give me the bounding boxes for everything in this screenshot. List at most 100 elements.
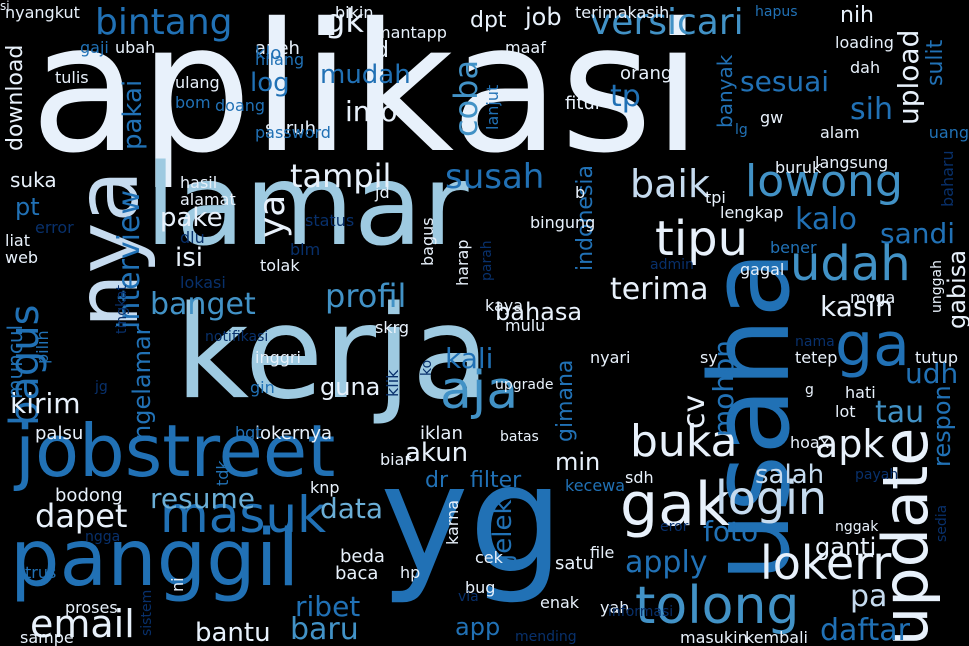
cloud-word: lokerr	[760, 536, 892, 590]
cloud-word: isi	[175, 243, 203, 273]
cloud-word: bikin	[335, 3, 374, 22]
cloud-word: bantu	[195, 618, 271, 646]
cloud-word: enak	[540, 593, 580, 612]
cloud-word: upload	[892, 29, 925, 126]
cloud-word: foto	[703, 515, 759, 548]
cloud-word: kembali	[745, 628, 808, 646]
cloud-word: moga	[850, 288, 896, 307]
cloud-word: terimakasih	[575, 3, 670, 22]
cloud-word: log	[250, 68, 290, 98]
cloud-word: versicari	[590, 2, 744, 43]
cloud-word: daftar	[820, 613, 910, 646]
cloud-word: mudah	[320, 60, 411, 90]
cloud-word: apk	[815, 422, 885, 466]
cloud-word: baharu	[938, 150, 957, 207]
cloud-word: tingkat	[114, 284, 130, 335]
cloud-word: buruk	[775, 158, 822, 177]
cloud-word: terima	[610, 272, 709, 307]
cloud-word: bodong	[55, 485, 123, 506]
cloud-word: lg	[735, 122, 748, 138]
cloud-word: ubah	[115, 38, 156, 57]
cloud-word: karna	[443, 500, 462, 546]
cloud-word: kali	[445, 342, 494, 375]
cloud-word: kecewa	[565, 476, 626, 495]
cloud-word: web	[5, 248, 39, 267]
cloud-word: email	[30, 602, 135, 646]
cloud-word: tau	[875, 395, 925, 430]
cloud-word: bagus	[418, 217, 437, 266]
cloud-word: tpi	[705, 188, 726, 207]
cloud-word: gimana	[553, 359, 578, 443]
cloud-word: udh	[905, 357, 959, 390]
cloud-word: data	[320, 492, 384, 525]
cloud-word: kirim	[10, 387, 81, 420]
cloud-word: ni	[168, 576, 187, 592]
cloud-word: download	[3, 44, 28, 152]
cloud-word: lokasi	[180, 273, 226, 292]
cloud-word: udah	[790, 236, 911, 292]
cloud-word: tampil	[290, 157, 392, 195]
cloud-word: masuk	[160, 486, 327, 544]
cloud-word: tipu	[655, 211, 749, 267]
cloud-word: apply	[625, 545, 708, 580]
cloud-word: tetep	[795, 348, 838, 367]
cloud-word: orang	[620, 63, 673, 84]
cloud-word: pilih	[33, 329, 52, 364]
cloud-word: biar	[380, 450, 411, 469]
cloud-word: uang	[928, 123, 969, 142]
cloud-word: hoax	[790, 433, 830, 452]
cloud-word: yah	[600, 598, 630, 617]
cloud-word: tutup	[915, 348, 958, 367]
cloud-word: cv	[677, 394, 712, 430]
cloud-word: skrg	[375, 318, 410, 337]
cloud-word: bintang	[95, 2, 233, 43]
cloud-word: sedia	[934, 504, 950, 543]
cloud-word: hapus	[755, 4, 798, 20]
cloud-word: mulu	[505, 316, 546, 335]
cloud-word: ngelamar	[128, 324, 156, 440]
cloud-word: g	[805, 382, 814, 398]
cloud-word: salah	[755, 460, 825, 490]
cloud-word: bug	[465, 578, 496, 597]
cloud-word: gaji	[80, 38, 109, 57]
cloud-word: pa	[850, 579, 888, 614]
cloud-word: fitur	[565, 93, 603, 114]
cloud-word: maaf	[505, 38, 546, 57]
cloud-word: ngga	[85, 529, 121, 545]
cloud-word: ga	[835, 310, 910, 380]
cloud-word: langsung	[815, 153, 889, 172]
cloud-word: sih	[850, 92, 893, 127]
cloud-word: bgt	[235, 423, 262, 442]
cloud-word: masukin	[680, 628, 748, 646]
cloud-word: trus	[25, 563, 57, 582]
cloud-word: aja	[440, 361, 519, 421]
cloud-word: sandi	[880, 217, 956, 250]
cloud-word: baru	[290, 612, 359, 646]
cloud-word: aneh	[255, 38, 300, 59]
cloud-word: dpt	[470, 8, 507, 33]
cloud-word: gk	[325, 2, 364, 40]
cloud-word: ulang	[175, 73, 220, 92]
cloud-word: ko	[419, 359, 435, 377]
cloud-word: doang	[215, 96, 266, 115]
cloud-word: bener	[770, 238, 817, 257]
cloud-word: file	[590, 543, 615, 562]
cloud-word: mending	[515, 629, 577, 645]
cloud-word: suka	[10, 168, 57, 192]
cloud-word: loading	[835, 33, 894, 52]
cloud-word: gw	[760, 108, 784, 127]
cloud-word: liat	[5, 231, 30, 250]
cloud-word: alamat	[180, 190, 236, 209]
cloud-word: blm	[290, 240, 321, 259]
cloud-word: akun	[405, 438, 469, 468]
cloud-word: satu	[555, 553, 594, 574]
cloud-word: suruh	[265, 118, 317, 139]
cloud-word: respon	[928, 384, 956, 467]
cloud-word: dapet	[35, 497, 128, 535]
cloud-word: jd	[375, 183, 390, 202]
cloud-word: coba	[447, 60, 485, 138]
cloud-word: jobstreet	[15, 409, 336, 493]
cloud-word: aplikasi	[30, 0, 703, 192]
cloud-word: dlu	[180, 228, 205, 247]
